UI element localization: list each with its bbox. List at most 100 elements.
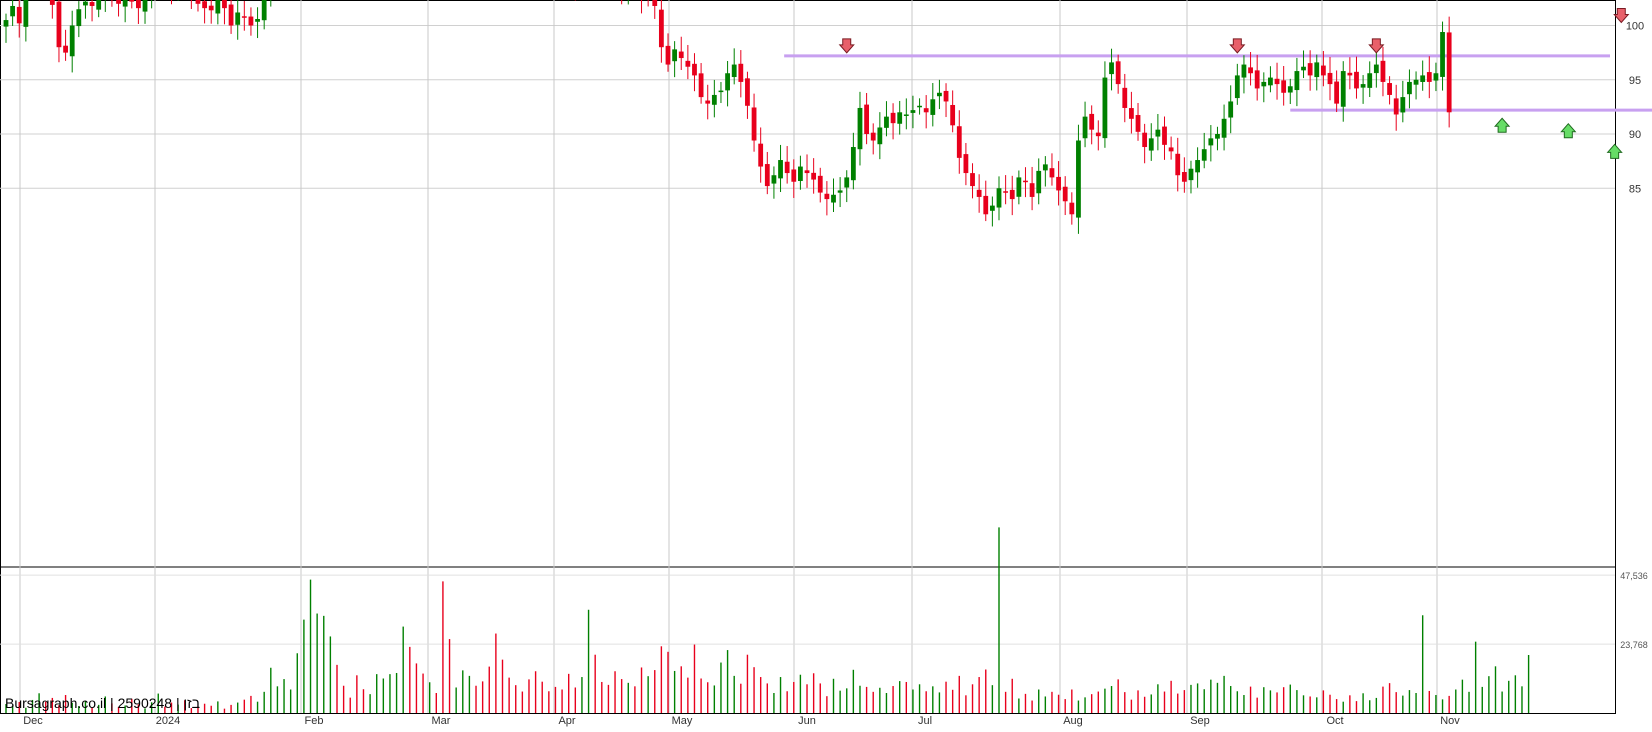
candle-body: [1347, 72, 1353, 76]
candle-body: [1228, 101, 1234, 118]
month-tick-label: Aug: [1063, 715, 1083, 727]
candle-body: [1168, 147, 1174, 152]
candle-body: [930, 99, 936, 115]
candle-body: [698, 73, 704, 98]
candle-body: [983, 195, 989, 215]
sell-arrow-icon: [1613, 8, 1630, 24]
candle-body: [1175, 153, 1181, 176]
candle-body: [1420, 75, 1426, 82]
candle-body: [1248, 67, 1253, 74]
candle-body: [672, 49, 678, 62]
month-tick-label: Feb: [305, 715, 324, 727]
candle-body: [784, 161, 790, 174]
candle-body: [758, 143, 764, 167]
candle-body: [235, 12, 241, 25]
buy-arrow-icon: [1560, 122, 1577, 139]
month-tick-label: Sep: [1190, 715, 1210, 727]
candle-body: [1340, 71, 1346, 107]
candle-body: [804, 170, 810, 174]
price-tick-label: 95: [1629, 75, 1641, 87]
candle-body: [1254, 70, 1260, 89]
arrow-layer: [838, 8, 1630, 159]
candle-body: [83, 1, 88, 6]
candle-body: [76, 9, 82, 27]
candle-body: [937, 92, 942, 97]
candle-body: [1360, 84, 1366, 88]
candle-body: [996, 188, 1002, 208]
candle-body: [215, 0, 221, 14]
candle-body: [798, 166, 803, 181]
candle-body: [116, 0, 121, 4]
candle-body: [1009, 189, 1015, 200]
candle-body: [1440, 32, 1445, 77]
candle-body: [1016, 177, 1022, 197]
candle-body: [1162, 126, 1167, 145]
candle-body: [1433, 73, 1439, 81]
month-tick-label: Dec: [23, 715, 43, 727]
candle-body: [1056, 176, 1061, 191]
candle-body: [1274, 78, 1280, 85]
candle-body: [1426, 72, 1432, 82]
sell-arrow-icon: [1368, 38, 1385, 54]
candle-body: [202, 1, 207, 9]
candle-body: [850, 147, 856, 181]
candle-body: [1195, 160, 1200, 173]
candle-body: [255, 18, 260, 22]
candle-body: [950, 104, 956, 126]
candle-body: [1115, 61, 1121, 85]
candle-body: [1393, 98, 1399, 115]
candle-body: [1446, 32, 1452, 113]
candle-body: [1142, 132, 1148, 148]
candle-body: [817, 175, 823, 193]
candle-body: [989, 205, 995, 211]
sell-arrow-icon: [1229, 38, 1246, 54]
candle-body: [764, 164, 770, 187]
candle-body: [10, 5, 16, 17]
candle-body: [791, 169, 797, 182]
candle-body: [771, 175, 777, 184]
candle-body: [1301, 66, 1306, 71]
candle-body: [1069, 202, 1075, 215]
candle-body: [1036, 170, 1042, 194]
candle-body: [738, 63, 744, 82]
watermark-label: Bursagraph.co.il | 2590248 | בזן: [5, 695, 200, 711]
candle-body: [23, 0, 29, 27]
candle-body: [1201, 149, 1207, 161]
candle-body: [1268, 77, 1273, 86]
candle-body: [228, 4, 234, 26]
candle-body: [831, 194, 836, 203]
candle-body: [49, 0, 55, 5]
candle-layer: [3, 0, 1452, 234]
volume-layer: [5, 527, 1530, 713]
candle-body: [956, 126, 962, 158]
candle-body: [1407, 81, 1412, 95]
price-tick-label: 85: [1629, 183, 1641, 195]
candle-body: [890, 112, 896, 124]
candle-body: [692, 63, 697, 76]
candle-body: [652, 0, 658, 6]
candle-body: [1373, 64, 1379, 74]
candle-body: [1181, 172, 1187, 182]
month-tick-label: Mar: [432, 715, 451, 727]
month-tick-label: Apr: [558, 715, 575, 727]
candle-body: [864, 104, 869, 134]
month-tick-label: May: [672, 715, 693, 727]
candle-body: [1029, 183, 1035, 197]
candle-body: [870, 132, 876, 141]
candle-body: [678, 51, 684, 59]
candle-body: [261, 0, 267, 21]
candle-body: [857, 107, 863, 150]
candle-body: [963, 154, 969, 174]
candle-body: [129, 0, 135, 2]
candle-body: [1089, 113, 1095, 130]
candle-body: [1287, 86, 1293, 93]
candle-body: [1221, 118, 1227, 138]
candle-body: [976, 189, 982, 197]
candle-body: [923, 108, 929, 113]
axis-layer: 859095100105110115120125Dec2024FebMarApr…: [23, 21, 1648, 728]
candle-body: [1281, 80, 1287, 93]
candle-body: [1294, 71, 1300, 91]
candle-body: [910, 110, 916, 113]
candle-body: [1135, 115, 1141, 132]
